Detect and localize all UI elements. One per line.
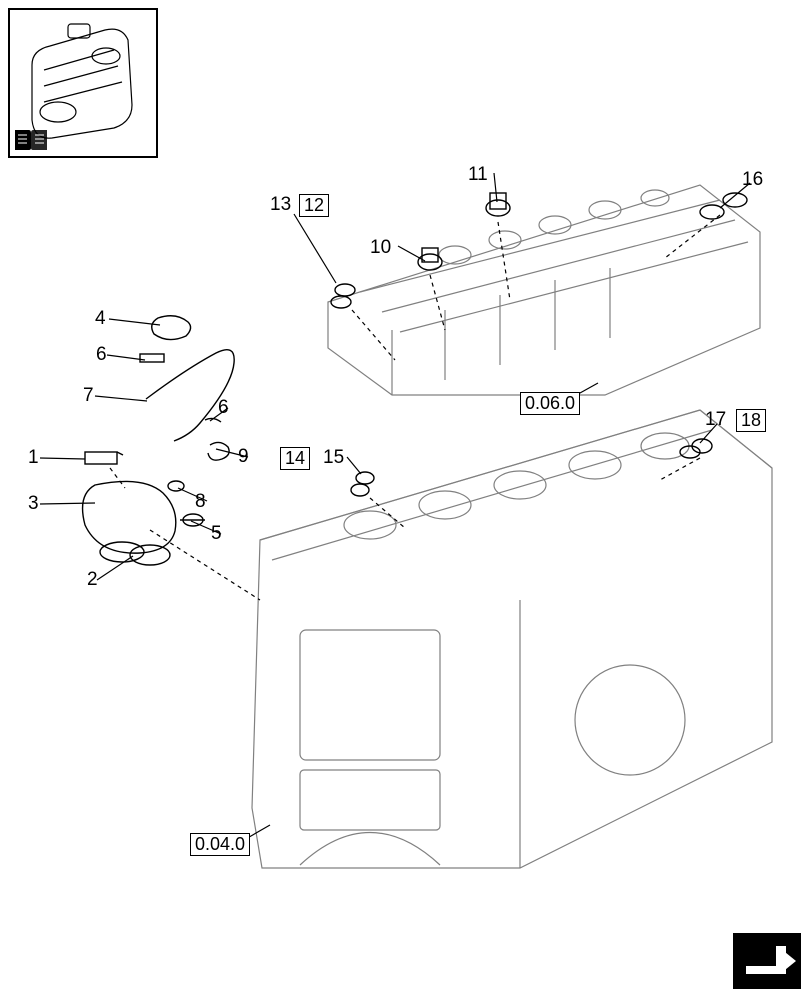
callout-13: 13 — [270, 194, 291, 216]
callout-6a: 6 — [96, 344, 107, 366]
callout-14: 14 — [280, 447, 310, 470]
callout-10: 10 — [370, 237, 391, 259]
diagram-stage: 12345667891011121314151617180.06.00.04.0 — [0, 0, 812, 1000]
callout-12: 12 — [299, 194, 329, 217]
callout-11: 11 — [468, 164, 488, 186]
reference-box-0: 0.06.0 — [520, 392, 580, 415]
next-page-icon[interactable] — [732, 932, 802, 990]
callout-8: 8 — [195, 491, 206, 513]
callout-4: 4 — [95, 308, 106, 330]
callout-15: 15 — [323, 447, 344, 469]
callout-5: 5 — [211, 523, 222, 545]
callout-6b: 6 — [218, 397, 229, 419]
callout-3: 3 — [28, 493, 39, 515]
callout-9: 9 — [238, 446, 249, 468]
callout-7: 7 — [83, 385, 94, 407]
reference-box-1: 0.04.0 — [190, 833, 250, 856]
manual-icon — [14, 128, 48, 152]
callout-16: 16 — [742, 169, 763, 191]
callout-18: 18 — [736, 409, 766, 432]
callout-2: 2 — [87, 569, 98, 591]
callout-17: 17 — [705, 409, 726, 431]
callout-1: 1 — [28, 447, 39, 469]
engine-thumbnail-inset — [8, 8, 158, 158]
